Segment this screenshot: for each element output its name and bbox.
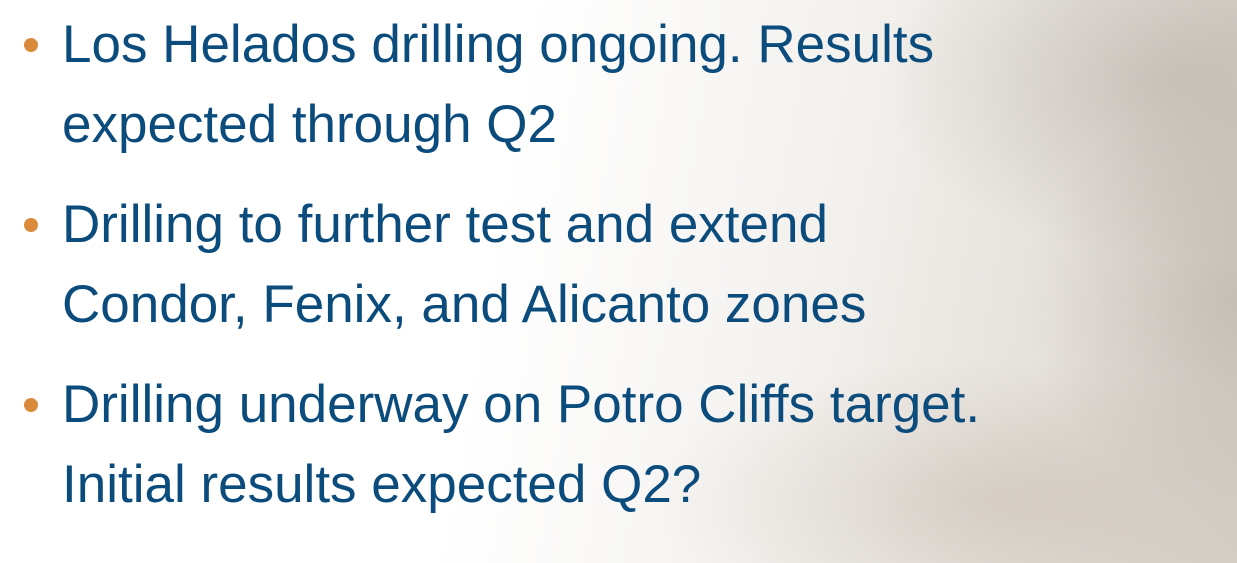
bullet-dot bbox=[24, 38, 38, 52]
bullet-dot bbox=[24, 218, 38, 232]
slide: Los Helados drilling ongoing. Resultsexp… bbox=[0, 0, 1237, 563]
bullet-text: Drilling underway on Potro Cliffs target… bbox=[62, 365, 980, 445]
bullet-dot bbox=[24, 398, 38, 412]
bullet-text: Los Helados drilling ongoing. Results bbox=[62, 5, 934, 85]
bullet-text: expected through Q2 bbox=[62, 85, 557, 165]
bullet-text: Drilling to further test and extend bbox=[62, 185, 828, 265]
bullet-text: Initial results expected Q2? bbox=[62, 445, 701, 525]
bullet-text: Condor, Fenix, and Alicanto zones bbox=[62, 265, 866, 345]
